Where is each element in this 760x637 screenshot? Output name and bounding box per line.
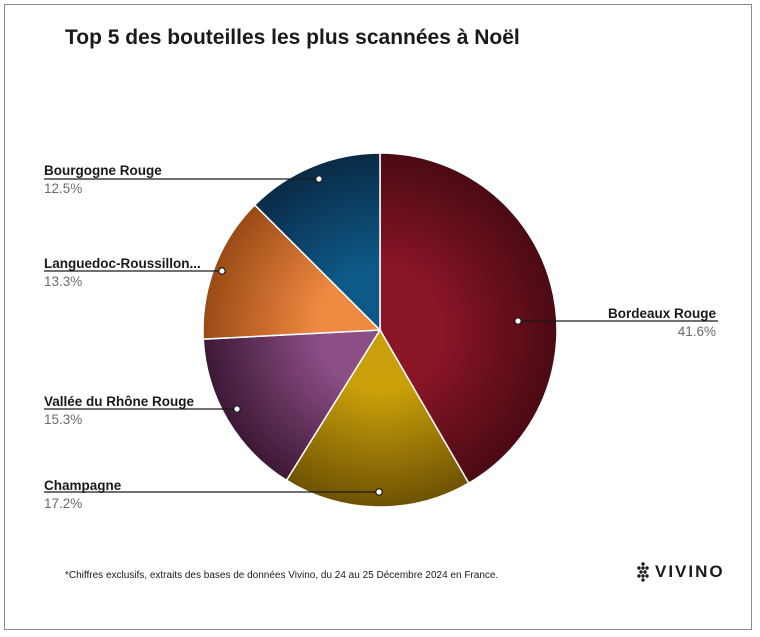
slice-label: Languedoc-Roussillon... xyxy=(44,256,201,271)
pie-slice-vall-e-du-rh-ne-rouge xyxy=(202,329,382,482)
chart-title: Top 5 des bouteilles les plus scannées à… xyxy=(65,26,520,49)
leader-dot xyxy=(514,317,522,325)
slice-label: Bourgogne Rouge xyxy=(44,163,162,178)
pie-slice-languedoc-roussillon xyxy=(202,203,382,340)
pie-slice-bordeaux-rouge xyxy=(379,152,558,485)
leader-dot xyxy=(218,267,226,275)
slice-label: Champagne xyxy=(44,478,122,493)
grape-icon xyxy=(637,562,649,582)
brand-name: VIVINO xyxy=(655,562,725,581)
vivino-logo: VIVINO xyxy=(636,562,725,582)
slice-label: Vallée du Rhône Rouge xyxy=(44,394,195,409)
leader-dot xyxy=(315,175,323,183)
pie-slice-bourgogne-rouge xyxy=(253,152,381,332)
slice-value: 41.6% xyxy=(678,324,716,339)
slice-value: 12.5% xyxy=(44,181,82,196)
leader-dot xyxy=(375,488,383,496)
leader-dot xyxy=(233,405,241,413)
pie-slice-champagne xyxy=(285,328,470,508)
footnote: *Chiffres exclusifs, extraits des bases … xyxy=(65,570,499,581)
slice-value: 17.2% xyxy=(44,496,82,511)
slice-value: 13.3% xyxy=(44,274,82,289)
slice-label: Bordeaux Rouge xyxy=(608,306,717,321)
slice-value: 15.3% xyxy=(44,412,82,427)
